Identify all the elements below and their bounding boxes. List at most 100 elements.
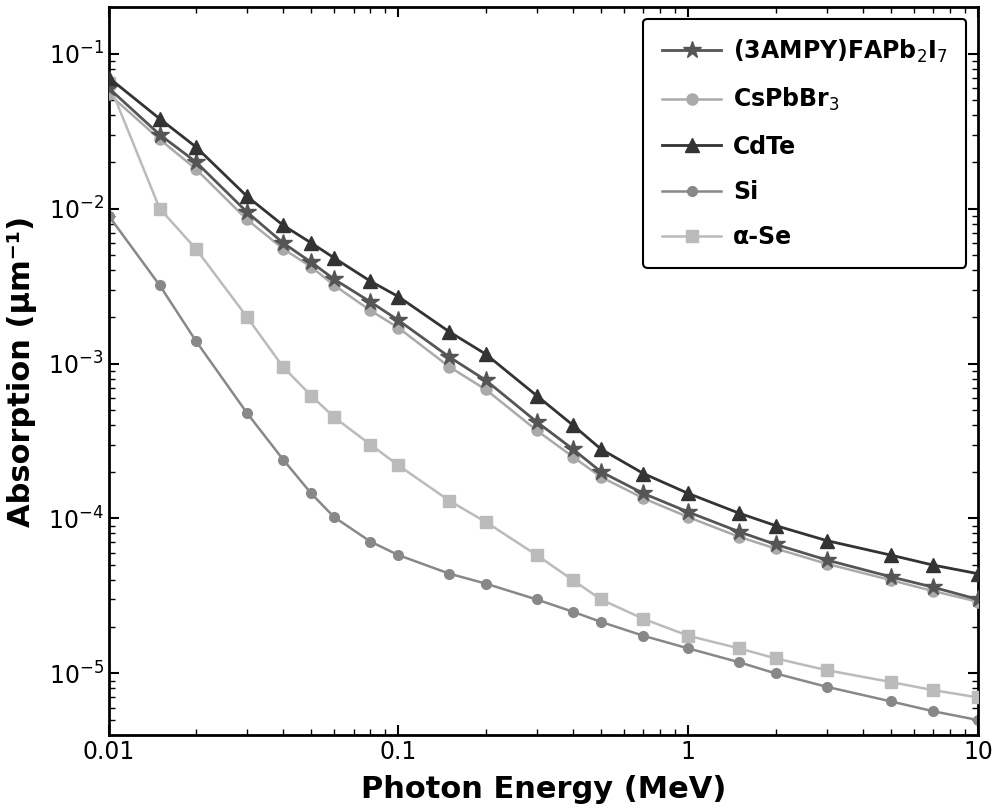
CsPbBr$_3$ (972, 597, 984, 607)
X-axis label: Photon Energy (MeV): Photon Energy (MeV) (361, 775, 726, 804)
α-Se (821, 665, 833, 675)
Line: CsPbBr$_3$: CsPbBr$_3$ (103, 88, 984, 607)
CdTe (972, 569, 984, 578)
CsPbBr$_3$ (637, 493, 649, 503)
CdTe (443, 327, 455, 337)
Si (637, 631, 649, 641)
(3AMPY)FAPb$_2$I$_7$ (682, 507, 694, 517)
α-Se (443, 496, 455, 506)
Line: CdTe: CdTe (102, 71, 985, 581)
α-Se (682, 631, 694, 641)
CdTe (770, 521, 782, 530)
Si (927, 706, 939, 716)
α-Se (190, 244, 202, 254)
CsPbBr$_3$ (154, 135, 166, 144)
CdTe (927, 560, 939, 570)
(3AMPY)FAPb$_2$I$_7$ (392, 315, 404, 325)
CsPbBr$_3$ (480, 384, 492, 394)
Si (972, 715, 984, 725)
(3AMPY)FAPb$_2$I$_7$ (885, 572, 897, 581)
α-Se (154, 204, 166, 213)
CsPbBr$_3$ (927, 586, 939, 596)
Si (682, 644, 694, 654)
CdTe (277, 221, 289, 230)
α-Se (972, 693, 984, 702)
CsPbBr$_3$ (770, 543, 782, 553)
(3AMPY)FAPb$_2$I$_7$ (480, 375, 492, 385)
CdTe (567, 420, 579, 430)
(3AMPY)FAPb$_2$I$_7$ (443, 352, 455, 362)
Si (103, 211, 115, 221)
CsPbBr$_3$ (443, 362, 455, 371)
Si (770, 668, 782, 678)
(3AMPY)FAPb$_2$I$_7$ (770, 539, 782, 549)
CdTe (103, 73, 115, 83)
Si (364, 537, 376, 547)
(3AMPY)FAPb$_2$I$_7$ (821, 555, 833, 564)
CdTe (595, 444, 607, 454)
CdTe (637, 469, 649, 478)
(3AMPY)FAPb$_2$I$_7$ (190, 157, 202, 167)
Si (392, 550, 404, 560)
CdTe (364, 277, 376, 286)
CsPbBr$_3$ (567, 452, 579, 461)
(3AMPY)FAPb$_2$I$_7$ (972, 594, 984, 604)
(3AMPY)FAPb$_2$I$_7$ (637, 488, 649, 498)
Si (328, 513, 340, 522)
α-Se (392, 461, 404, 470)
α-Se (328, 412, 340, 422)
Si (480, 579, 492, 589)
Si (595, 617, 607, 627)
CsPbBr$_3$ (821, 559, 833, 569)
Legend: (3AMPY)FAPb$_2$I$_7$, CsPbBr$_3$, CdTe, Si, α-Se: (3AMPY)FAPb$_2$I$_7$, CsPbBr$_3$, CdTe, … (643, 19, 966, 268)
CsPbBr$_3$ (531, 426, 543, 436)
Si (190, 336, 202, 345)
CsPbBr$_3$ (328, 281, 340, 290)
CsPbBr$_3$ (885, 575, 897, 585)
α-Se (531, 550, 543, 560)
CsPbBr$_3$ (103, 89, 115, 99)
CdTe (480, 350, 492, 359)
(3AMPY)FAPb$_2$I$_7$ (241, 207, 253, 217)
Si (154, 281, 166, 290)
Line: α-Se: α-Se (103, 77, 984, 703)
CdTe (154, 114, 166, 123)
(3AMPY)FAPb$_2$I$_7$ (733, 527, 745, 537)
CdTe (305, 238, 317, 248)
Si (531, 594, 543, 604)
CdTe (392, 292, 404, 302)
(3AMPY)FAPb$_2$I$_7$ (927, 582, 939, 592)
CsPbBr$_3$ (595, 472, 607, 482)
(3AMPY)FAPb$_2$I$_7$ (154, 130, 166, 139)
CdTe (531, 391, 543, 401)
α-Se (637, 614, 649, 624)
α-Se (595, 594, 607, 604)
α-Se (480, 517, 492, 527)
(3AMPY)FAPb$_2$I$_7$ (277, 238, 289, 248)
α-Se (305, 391, 317, 401)
CdTe (733, 508, 745, 518)
(3AMPY)FAPb$_2$I$_7$ (531, 417, 543, 427)
α-Se (103, 78, 115, 88)
(3AMPY)FAPb$_2$I$_7$ (103, 83, 115, 92)
α-Se (567, 575, 579, 585)
CdTe (821, 536, 833, 546)
CsPbBr$_3$ (364, 306, 376, 315)
α-Se (277, 362, 289, 371)
CdTe (241, 191, 253, 201)
CsPbBr$_3$ (733, 532, 745, 542)
(3AMPY)FAPb$_2$I$_7$ (567, 444, 579, 454)
CdTe (190, 142, 202, 152)
α-Se (770, 654, 782, 663)
CsPbBr$_3$ (277, 244, 289, 254)
CdTe (328, 253, 340, 263)
α-Se (733, 644, 745, 654)
Si (305, 488, 317, 498)
CsPbBr$_3$ (682, 513, 694, 522)
α-Se (885, 677, 897, 687)
CsPbBr$_3$ (392, 323, 404, 333)
Y-axis label: Absorption (μm⁻¹): Absorption (μm⁻¹) (7, 216, 37, 526)
(3AMPY)FAPb$_2$I$_7$ (364, 297, 376, 307)
CsPbBr$_3$ (190, 164, 202, 174)
(3AMPY)FAPb$_2$I$_7$ (328, 274, 340, 284)
